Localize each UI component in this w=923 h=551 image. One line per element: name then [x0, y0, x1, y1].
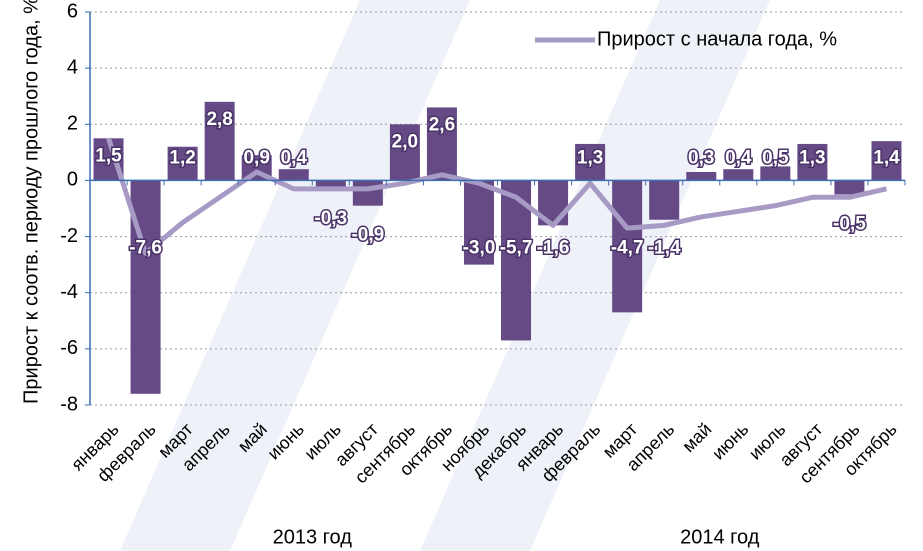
data-label: 0,9 — [243, 147, 269, 168]
bar — [797, 143, 828, 181]
bar — [575, 143, 606, 181]
watermark — [120, 0, 770, 551]
bar — [723, 169, 754, 181]
bar — [649, 180, 680, 220]
y-tick-label: 2 — [67, 113, 78, 135]
bar — [389, 124, 420, 181]
bar — [871, 141, 902, 181]
bar — [130, 180, 161, 394]
y-axis-label: Прирост к соотв. периоду прошлого года, … — [20, 0, 42, 404]
data-label: -4,7 — [611, 237, 644, 258]
data-label: 0,4 — [281, 147, 308, 168]
data-label: 0,4 — [725, 147, 752, 168]
data-label: 1,4 — [873, 147, 900, 168]
data-label: -7,6 — [129, 237, 162, 258]
data-label: 2,6 — [429, 114, 455, 135]
data-label: 1,5 — [95, 145, 122, 166]
data-label: -5,7 — [500, 237, 533, 258]
data-label: -0,9 — [351, 225, 384, 246]
bar — [760, 166, 791, 181]
bar — [278, 169, 309, 181]
bar — [834, 180, 865, 195]
legend-label: Прирост с начала года, % — [597, 28, 837, 50]
x-group-label: 2013 год — [273, 526, 353, 548]
data-label: 2,8 — [206, 109, 232, 130]
data-label: -1,4 — [648, 237, 681, 258]
data-label: -0,3 — [314, 208, 347, 229]
bar — [463, 180, 494, 265]
x-group-label: 2014 год — [680, 526, 760, 548]
bar — [426, 107, 457, 181]
data-label: -3,0 — [463, 237, 496, 258]
x-tick-label: июнь — [708, 419, 752, 463]
y-tick-label: -2 — [60, 225, 78, 247]
y-tick-label: 0 — [67, 169, 78, 191]
y-tick-label: 6 — [67, 0, 78, 22]
y-tick-label: -6 — [60, 337, 78, 359]
bar — [315, 180, 346, 189]
data-label: 1,3 — [799, 147, 825, 168]
bar — [167, 146, 198, 181]
data-label: -1,6 — [537, 237, 570, 258]
data-label: 0,5 — [762, 147, 789, 168]
data-label: 2,0 — [392, 131, 418, 152]
bar — [612, 180, 643, 313]
data-label: 1,3 — [577, 147, 603, 168]
bar — [686, 172, 717, 181]
y-tick-label: 4 — [67, 56, 78, 78]
y-tick-label: -4 — [60, 281, 78, 303]
bar — [204, 101, 235, 181]
data-label: -0,5 — [833, 213, 866, 234]
data-label: 0,3 — [688, 147, 714, 168]
bar — [352, 180, 383, 206]
y-tick-label: -8 — [60, 393, 78, 415]
data-label: 1,2 — [169, 147, 195, 168]
